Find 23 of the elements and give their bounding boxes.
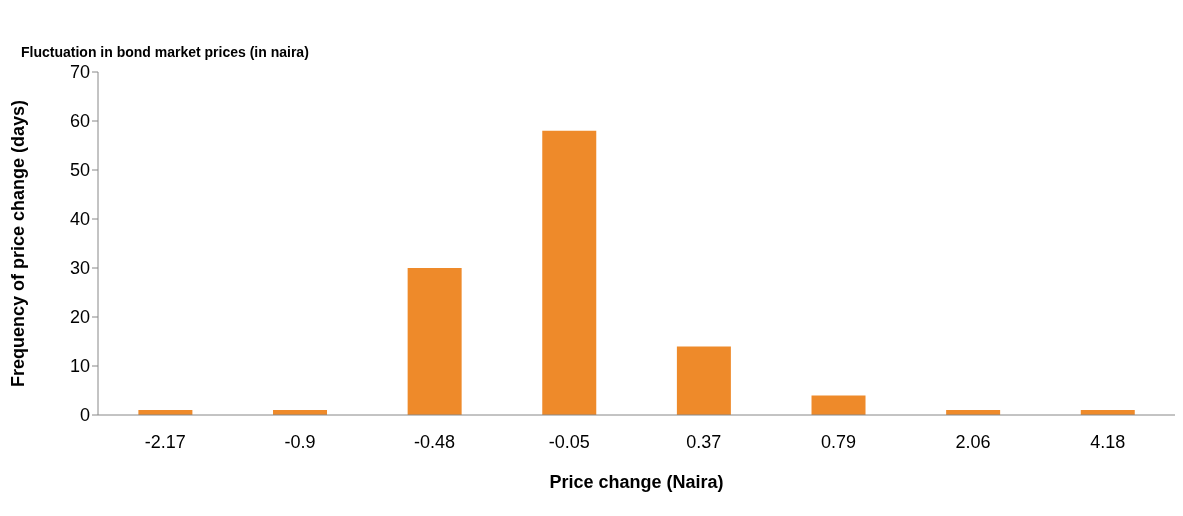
bar [811,395,866,415]
y-tick-label: 70 [69,62,90,83]
x-tick-label: -0.9 [284,431,316,452]
x-tick-label: 2.06 [955,431,991,452]
bar [407,268,462,415]
x-tick-label: -2.17 [144,431,186,452]
x-tick-label: -0.48 [414,431,456,452]
y-tick-label: 50 [69,160,90,181]
y-tick-label: 40 [69,209,90,230]
y-tick-label: 30 [69,258,90,279]
x-tick-label: 4.18 [1090,431,1126,452]
x-tick-label: 0.79 [820,431,856,452]
bar [542,130,597,415]
y-tick-label: 60 [69,111,90,132]
x-axis-title: Price change (Naira) [549,472,724,492]
y-tick-label: 10 [69,356,90,377]
chart-title: Fluctuation in bond market prices (in naira) [21,44,309,60]
x-tick-label: -0.05 [548,431,590,452]
y-tick-label: 20 [69,307,90,328]
y-tick-label: 0 [79,405,90,426]
bar [676,346,731,415]
x-tick-label: 0.37 [686,431,722,452]
y-axis-title: Frequency of price change (days) [8,99,29,388]
